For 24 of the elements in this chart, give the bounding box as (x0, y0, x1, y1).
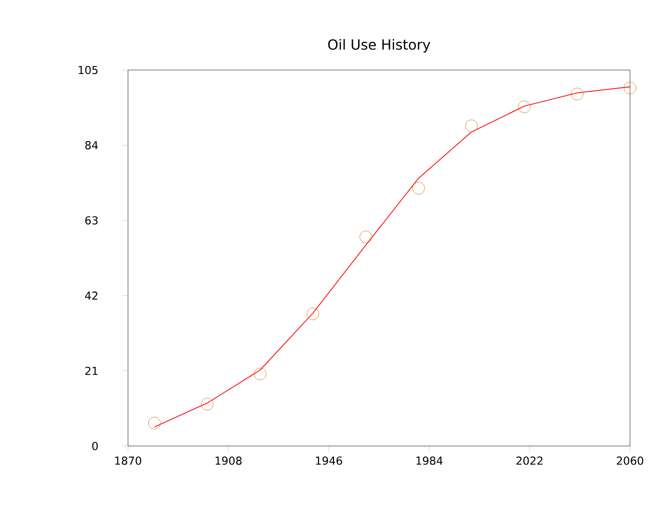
point (148, 416, 161, 430)
point (360, 230, 372, 244)
x-tick-label: 1984 (416, 456, 443, 465)
point (624, 82, 636, 94)
x-tick-label: 2060 (616, 456, 644, 465)
y-tick-label: 105 (78, 66, 98, 74)
line-series (154, 86, 630, 428)
x-tick-label: 1870 (115, 456, 142, 465)
y-tick-label: 0 (92, 442, 98, 450)
point (201, 398, 214, 410)
point (570, 88, 584, 100)
y-tick-label: 63 (85, 216, 98, 225)
y-tick-label: 21 (85, 366, 98, 375)
point (254, 368, 266, 380)
x-tick-label: 2022 (516, 456, 542, 465)
y-tick-label: 84 (85, 141, 98, 150)
point (465, 120, 478, 132)
point (518, 100, 531, 114)
chart-title: Oil Use History (328, 39, 430, 53)
y-tick-label: 42 (85, 292, 98, 300)
x-tick-label: 1946 (316, 456, 342, 465)
x-tick-label: 1908 (216, 456, 242, 465)
point (306, 308, 320, 320)
point (412, 182, 425, 194)
